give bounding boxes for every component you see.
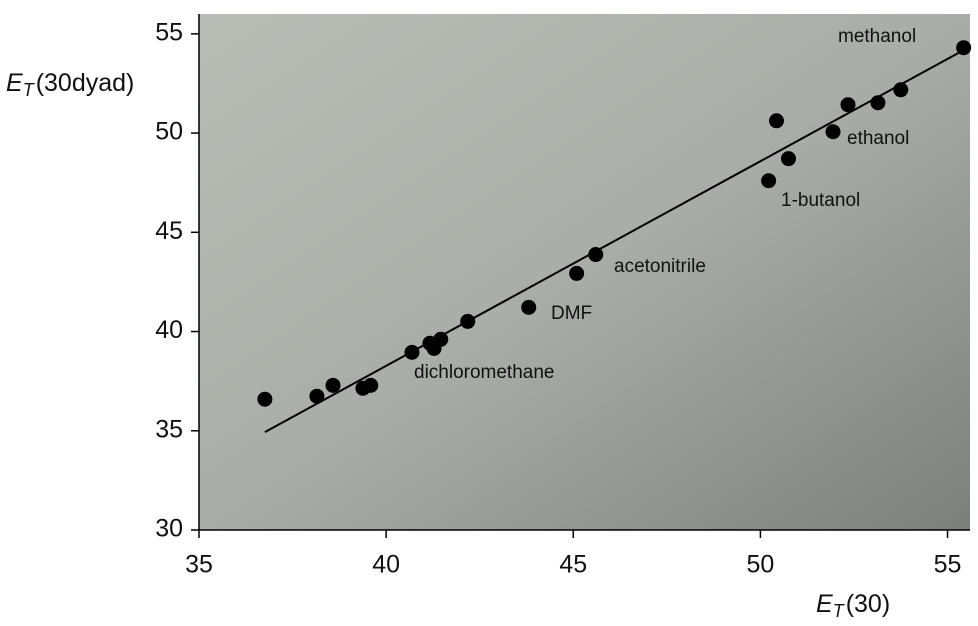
data-point	[588, 247, 604, 263]
y-tick-label: 35	[155, 415, 183, 443]
x-tick-label: 45	[559, 551, 587, 579]
data-point	[363, 377, 379, 393]
annotation: 1-butanol	[781, 190, 860, 211]
data-point	[460, 313, 476, 329]
y-tick-label: 45	[155, 217, 183, 245]
x-tick-label: 35	[185, 551, 213, 579]
x-tick-label: 50	[747, 551, 775, 579]
annotation: DMF	[551, 303, 592, 324]
y-axis-title: ET(30dyad)	[6, 69, 134, 100]
fit-line	[264, 49, 963, 434]
data-point	[780, 151, 796, 167]
data-point	[825, 124, 841, 140]
x-tick-label: 55	[934, 551, 962, 579]
y-tick-label: 55	[155, 18, 183, 46]
annotation: dichloromethane	[414, 362, 554, 383]
data-point	[956, 40, 972, 56]
x-tick-label: 40	[372, 551, 400, 579]
y-tick-label: 40	[155, 316, 183, 344]
y-tick-label: 50	[155, 118, 183, 146]
data-point	[840, 97, 856, 113]
data-point	[309, 388, 325, 404]
data-point	[433, 331, 449, 347]
y-tick-label: 30	[155, 515, 183, 543]
data-point	[521, 299, 537, 315]
data-point	[569, 265, 585, 281]
data-point	[257, 391, 273, 407]
data-point	[404, 344, 420, 360]
annotation: methanol	[838, 26, 916, 47]
data-point	[325, 377, 341, 393]
annotation: acetonitrile	[614, 256, 706, 277]
data-point	[893, 82, 909, 98]
data-point	[870, 95, 886, 111]
x-axis-title: ET(30)	[816, 590, 890, 621]
annotation: ethanol	[847, 128, 909, 149]
plot-background	[199, 14, 970, 530]
data-point	[769, 113, 785, 129]
data-point	[761, 173, 777, 189]
